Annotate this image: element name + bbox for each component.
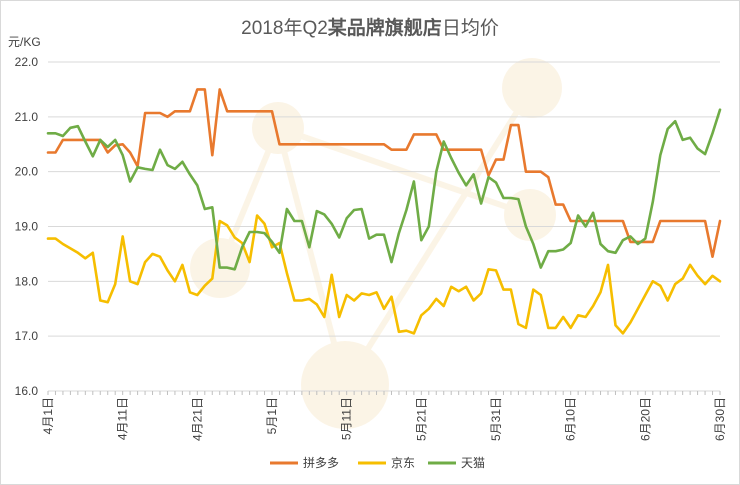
y-tick-label: 21.0 [15, 110, 39, 124]
y-tick-label: 19.0 [15, 220, 39, 234]
legend-label: 天猫 [461, 456, 485, 470]
watermark-graphic [190, 58, 562, 429]
title-suffix: 日均价 [442, 17, 499, 39]
x-tick-label: 5月11日 [340, 397, 354, 440]
title-bold: 某品牌旗舰店 [328, 16, 442, 39]
y-axis: 16.0 17.0 18.0 19.0 20.0 21.0 22.0 [15, 55, 39, 398]
x-tick-label: 4月11日 [116, 397, 130, 440]
legend: 拼多多 京东 天猫 [270, 456, 485, 470]
x-tick-label: 5月31日 [489, 397, 503, 441]
y-axis-label: 元/KG [8, 35, 41, 49]
x-tick-label: 5月21日 [414, 397, 428, 441]
x-tick-label: 6月30日 [713, 397, 727, 441]
x-tick-label: 5月1日 [265, 397, 279, 434]
legend-label: 京东 [391, 456, 415, 470]
legend-label: 拼多多 [303, 456, 339, 470]
series-lines [46, 88, 722, 335]
x-tick-label: 4月1日 [41, 397, 55, 434]
y-tick-label: 20.0 [15, 165, 39, 179]
series-line [46, 88, 722, 259]
x-axis: 4月1日 4月11日 4月21日 5月1日 5月11日 5月21日 5月31日 6月10日 6月… [41, 391, 727, 441]
y-tick-label: 22.0 [15, 55, 39, 69]
series-line [46, 214, 722, 335]
y-tick-label: 18.0 [15, 274, 39, 288]
y-tick-label: 16.0 [15, 384, 39, 398]
x-tick-label: 6月10日 [564, 397, 578, 441]
chart-title: 2018年Q2某品牌旗舰店日均价 [241, 16, 499, 39]
y-tick-label: 17.0 [15, 329, 39, 343]
x-tick-label: 4月21日 [190, 397, 204, 441]
x-tick-label: 6月20日 [638, 397, 652, 441]
title-prefix: 2018年Q2 [241, 17, 328, 39]
series-line [46, 108, 722, 271]
